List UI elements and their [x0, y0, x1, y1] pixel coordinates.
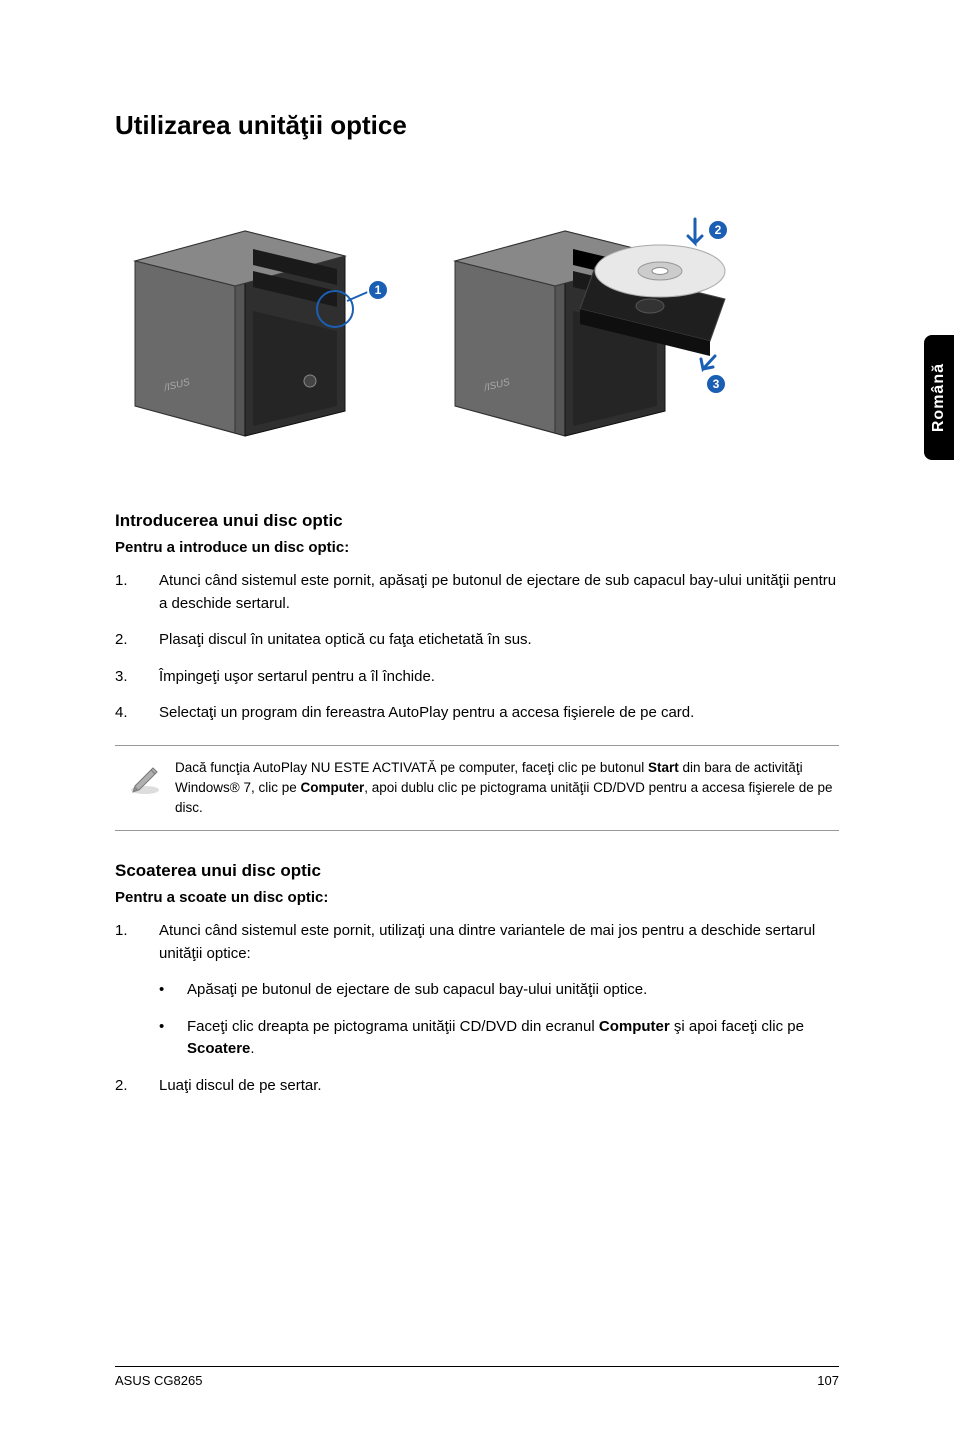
language-tab-text: Română [930, 363, 948, 432]
item-text: Atunci când sistemul este pornit, utiliz… [159, 920, 839, 965]
list-item: 4. Selectaţi un program din fereastra Au… [115, 702, 839, 725]
footer-right: 107 [817, 1373, 839, 1388]
item-text: Atunci când sistemul este pornit, apăsaţ… [159, 570, 839, 615]
b2-bold2: Scoatere [187, 1040, 250, 1057]
list-item: 2. Luaţi discul de pe sertar. [115, 1075, 839, 1098]
callout-2: 2 [707, 219, 729, 241]
section1-heading: Introducerea unui disc optic [115, 511, 839, 531]
b2-pre: Faceţi clic dreapta pe pictograma unităţ… [187, 1018, 599, 1035]
page-title: Utilizarea unităţii optice [115, 110, 839, 141]
list-item: 2. Plasaţi discul în unitatea optică cu … [115, 629, 839, 652]
section1-list: 1. Atunci când sistemul este pornit, apă… [115, 570, 839, 725]
bullet-item: • Apăsaţi pe butonul de ejectare de sub … [159, 979, 839, 1002]
bullet-dot: • [159, 979, 187, 1002]
footer-left: ASUS CG8265 [115, 1373, 202, 1388]
item-number: 1. [115, 920, 159, 965]
item-number: 3. [115, 666, 159, 689]
page-container: Utilizarea unităţii optice [0, 0, 954, 1438]
pc-tower-illustration-2: /ISUS [445, 201, 755, 441]
item-number: 1. [115, 570, 159, 615]
section1-subheading: Pentru a introduce un disc optic: [115, 539, 839, 556]
bullet-text: Apăsaţi pe butonul de ejectare de sub ca… [187, 979, 647, 1002]
note-bold1: Start [648, 760, 679, 775]
images-row: /ISUS 1 [115, 201, 839, 441]
list-item: 1. Atunci când sistemul este pornit, uti… [115, 920, 839, 965]
section-removing: Scoaterea unui disc optic Pentru a scoat… [115, 861, 839, 1097]
b2-mid: şi apoi faceţi clic pe [670, 1018, 804, 1035]
note-text: Dacă funcţia AutoPlay NU ESTE ACTIVATĂ p… [175, 758, 839, 819]
image-2: /ISUS 2 3 [445, 201, 755, 441]
pencil-icon [115, 758, 175, 819]
callout-1: 1 [367, 279, 389, 301]
b2-bold1: Computer [599, 1018, 670, 1035]
section2-list: 1. Atunci când sistemul este pornit, uti… [115, 920, 839, 1097]
section2-heading: Scoaterea unui disc optic [115, 861, 839, 881]
note-bold2: Computer [301, 780, 365, 795]
bullet-list: • Apăsaţi pe butonul de ejectare de sub … [159, 979, 839, 1061]
bullet-item: • Faceţi clic dreapta pe pictograma unit… [159, 1016, 839, 1061]
language-tab: Română [924, 335, 954, 460]
item-text: Selectaţi un program din fereastra AutoP… [159, 702, 839, 725]
note-pre: Dacă funcţia AutoPlay NU ESTE ACTIVATĂ p… [175, 760, 648, 775]
item-number: 2. [115, 629, 159, 652]
item-number: 2. [115, 1075, 159, 1098]
item-text: Împingeţi uşor sertarul pentru a îl înch… [159, 666, 839, 689]
item-number: 4. [115, 702, 159, 725]
item-text: Plasaţi discul în unitatea optică cu faţ… [159, 629, 839, 652]
b2-post: . [250, 1040, 254, 1057]
note-box: Dacă funcţia AutoPlay NU ESTE ACTIVATĂ p… [115, 745, 839, 832]
section2-subheading: Pentru a scoate un disc optic: [115, 889, 839, 906]
list-item: 1. Atunci când sistemul este pornit, apă… [115, 570, 839, 615]
list-item: 3. Împingeţi uşor sertarul pentru a îl î… [115, 666, 839, 689]
pc-tower-illustration-1: /ISUS [115, 201, 405, 441]
section-inserting: Introducerea unui disc optic Pentru a in… [115, 511, 839, 725]
item-text: Luaţi discul de pe sertar. [159, 1075, 839, 1098]
bullet-text: Faceţi clic dreapta pe pictograma unităţ… [187, 1016, 839, 1061]
callout-3: 3 [705, 373, 727, 395]
image-1: /ISUS 1 [115, 201, 405, 441]
bullet-dot: • [159, 1016, 187, 1061]
page-footer: ASUS CG8265 107 [115, 1366, 839, 1388]
